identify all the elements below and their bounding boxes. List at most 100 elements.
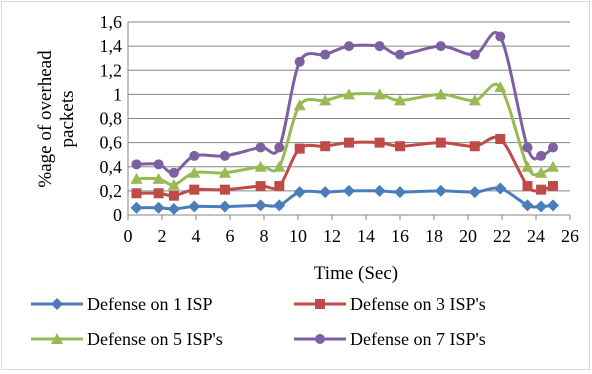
legend-marker: [315, 299, 325, 309]
data-point: [468, 94, 481, 106]
data-point: [255, 181, 266, 192]
data-point: [153, 159, 164, 170]
data-point: [254, 160, 267, 172]
data-point: [294, 143, 305, 154]
data-point: [255, 142, 266, 153]
data-point: [395, 141, 405, 152]
data-point: [435, 137, 446, 148]
data-point: [494, 81, 507, 93]
data-point: [219, 150, 230, 161]
x-tick-label: 26: [561, 226, 579, 246]
series-lines: [130, 31, 559, 215]
data-point: [293, 99, 306, 111]
x-tick-label: 16: [391, 226, 409, 246]
y-tick-label: 0,4: [100, 157, 123, 177]
data-point: [130, 172, 143, 184]
data-point: [189, 184, 200, 195]
data-point: [167, 178, 180, 190]
data-point: [294, 56, 305, 67]
data-point: [522, 181, 533, 192]
data-point: [374, 41, 385, 52]
data-point: [536, 184, 547, 195]
legend: Defense on 1 ISP Defense on 3 ISP's Defens…: [31, 294, 486, 349]
data-point: [320, 141, 331, 152]
axes: 00,20,40,60,811,21,41,60 2 4 6 8 10 12 14 16 18 20…: [100, 12, 580, 246]
data-point: [469, 141, 480, 152]
data-point: [521, 199, 534, 212]
data-point: [434, 88, 447, 100]
axis-labels: %age of overheadpackets Time (Sec): [35, 50, 398, 284]
data-point: [343, 184, 355, 197]
x-axis-title: Time (Sec): [314, 263, 398, 284]
y-axis-title: %age of overheadpackets: [35, 50, 78, 188]
data-point: [535, 166, 548, 178]
data-point: [153, 188, 164, 199]
data-point: [373, 88, 386, 100]
x-tick-label: 10: [289, 226, 307, 246]
legend-label: Defense on 5 ISP's: [87, 329, 223, 349]
series-4: [131, 31, 558, 178]
data-point: [319, 186, 332, 199]
legend-marker: [51, 333, 63, 344]
data-point: [521, 160, 534, 172]
data-point: [434, 184, 447, 197]
series-1: [130, 182, 559, 215]
data-point: [219, 184, 230, 195]
data-point: [189, 150, 200, 161]
y-tick-label: 0,8: [100, 109, 123, 129]
legend-item: Defense on 1 ISP: [31, 294, 212, 314]
y-tick-label: 1,4: [100, 36, 123, 56]
data-point: [373, 184, 386, 197]
x-tick-label: 14: [357, 226, 375, 246]
x-tick-label: 0: [124, 226, 133, 246]
series-line: [136, 83, 554, 187]
data-point: [344, 41, 354, 52]
data-point: [343, 88, 355, 100]
data-point: [536, 150, 547, 161]
data-point: [535, 200, 548, 213]
y-tick-label: 0: [113, 205, 122, 225]
y-axis-title-line: packets: [57, 91, 78, 148]
y-tick-label: 1,6: [100, 12, 123, 32]
x-tick-label: 22: [493, 226, 511, 246]
series-2: [131, 134, 558, 201]
data-point: [548, 142, 558, 153]
series-line: [136, 31, 554, 175]
data-point: [274, 142, 285, 153]
y-axis-title-line: %age of overhead: [35, 50, 56, 188]
legend-item: Defense on 5 ISP's: [31, 329, 223, 349]
y-tick-label: 0,2: [100, 181, 123, 201]
data-point: [152, 201, 165, 214]
data-point: [547, 199, 559, 212]
legend-item: Defense on 3 ISP's: [294, 294, 486, 314]
data-point: [468, 186, 481, 199]
data-point: [495, 31, 506, 42]
legend-label: Defense on 7 ISP's: [350, 329, 486, 349]
legend-label: Defense on 1 ISP: [87, 294, 212, 314]
data-point: [168, 190, 179, 201]
data-point: [494, 182, 507, 195]
x-tick-label: 20: [459, 226, 477, 246]
data-point: [547, 160, 559, 172]
data-point: [374, 137, 385, 148]
x-tick-label: 8: [260, 226, 269, 246]
series-3: [130, 81, 559, 190]
data-point: [218, 200, 231, 213]
legend-marker: [51, 298, 63, 310]
data-point: [131, 188, 142, 199]
data-point: [319, 94, 332, 106]
data-point: [522, 142, 533, 153]
data-point: [274, 181, 285, 192]
x-tick-label: 4: [192, 226, 201, 246]
y-tick-label: 1: [113, 84, 122, 104]
x-tick-label: 12: [323, 226, 341, 246]
x-tick-label: 24: [527, 226, 545, 246]
legend-label: Defense on 3 ISP's: [350, 294, 486, 314]
legend-item: Defense on 7 ISP's: [294, 329, 486, 349]
data-point: [254, 199, 267, 212]
data-point: [131, 159, 142, 170]
x-tick-label: 2: [158, 226, 167, 246]
data-point: [188, 166, 201, 178]
data-point: [168, 167, 179, 178]
